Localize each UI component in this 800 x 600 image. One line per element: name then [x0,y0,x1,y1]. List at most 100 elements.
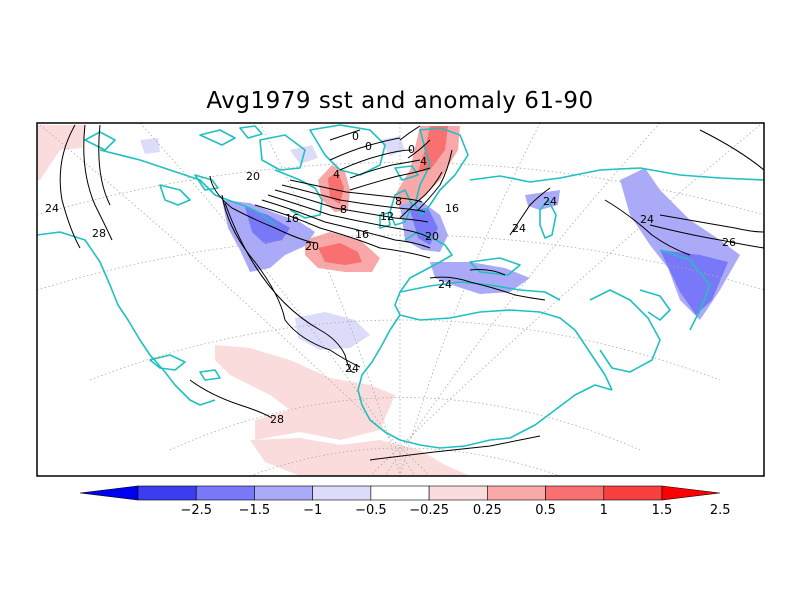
anomaly-neg-arabian-core [660,250,728,315]
contour-0-norway [399,125,421,141]
contour-24-west [59,124,81,249]
map-frame [36,122,765,477]
colorbar: −2.5 −1.5 −1 −0.5 −0.25 0.25 0.5 1 1.5 2.5 [79,485,731,518]
contour-label: 16 [285,212,299,225]
contour-4-norway [407,139,431,159]
labrador-coast [274,169,323,219]
anomaly-neg-north-europe-core [410,208,438,245]
contour-26-west [83,124,113,241]
contour-label: 4 [420,155,427,168]
colorbar-arrow-high [661,485,721,501]
colorbar-swatch [370,485,430,501]
africa-west [357,314,511,449]
caribbean [149,354,221,381]
contour-label: 26 [722,236,736,249]
contour-label-group: 24 28 20 0 0 4 0 4 8 12 16 20 16 8 16 20… [45,130,736,426]
colorbar-swatch [312,485,372,501]
contour-gulfstream-2 [261,199,431,249]
colorbar-swatch [545,485,605,501]
colorbar-swatch [195,485,255,501]
black-sea [469,257,521,276]
scandinavia [414,127,469,216]
caspian-sea [539,199,557,239]
contour-24-scand [509,187,551,236]
contour-label: 16 [355,228,369,241]
africa-east [509,384,613,439]
contour-26-east [649,224,764,249]
contour-north-1 [329,137,401,161]
contour-north-4 [349,167,431,191]
greenland [309,124,386,176]
colorbar-tick-label: −2.5 [180,503,212,518]
contour-gulfstream-4 [274,189,429,223]
contour-label: 28 [92,227,106,240]
asia-north [469,167,764,183]
contour-label: 8 [340,203,347,216]
contour-20-west [209,175,316,244]
contour-0-arctic [329,129,361,141]
africa-north [399,309,576,331]
contour-label: 28 [270,413,284,426]
contour-label: 8 [395,195,402,208]
contour-16-norway [417,149,453,211]
contour-label: 16 [445,202,459,215]
contour-label: 24 [345,362,359,375]
contour-north-3 [349,159,421,179]
contour-gulfstream-5 [281,184,426,213]
sst-contours [59,124,764,461]
coastlines [37,124,764,449]
colorbar-arrow-low [79,485,139,501]
great-lakes [159,174,219,206]
mediterranean [399,281,561,301]
colorbar-tick-label: −0.25 [409,503,449,518]
north-america-east-coast [37,231,216,406]
contour-upper-east [699,129,764,171]
british-isles [379,189,413,229]
contour-24-atlantic [221,194,361,368]
contour-label: 0 [408,143,415,156]
contour-label: 12 [380,210,394,223]
contour-label: 20 [425,230,439,243]
contour-28-west [98,124,111,206]
colorbar-tick-label: −0.5 [355,503,387,518]
anomaly-neg-mediterranean [430,262,530,294]
contour-24-med [429,276,546,301]
contour-label: 0 [365,140,372,153]
arabia [589,289,661,373]
anomaly-neg-newfoundland-core [245,207,290,244]
anomaly-neg-arctic-west [140,138,160,154]
persian-gulf [639,289,671,321]
contour-label: 20 [305,240,319,253]
north-america-north [99,149,276,226]
colorbar-tick-label: 2.5 [710,503,731,518]
europe-west [394,231,453,316]
colorbar-swatch [603,485,663,501]
anomaly-pos-norwegian-core [418,126,448,172]
contour-gulfstream-3 [267,194,431,239]
anomaly-pos-subtropical [215,345,395,440]
contour-label: 4 [333,168,340,181]
anomaly-pos-equatorial [250,438,470,476]
contour-label: 24 [543,195,557,208]
colorbar-tick-label: 0.25 [473,503,502,518]
colorbar-tick-label: 0.5 [535,503,556,518]
contour-24-lower [224,202,356,373]
contour-label: 24 [45,202,59,215]
colorbar-tick-label: −1 [303,503,322,518]
contour-label: 0 [352,130,359,143]
map-title: Avg1979 sst and anomaly 61-90 [206,88,594,114]
red-sea [574,329,613,391]
anomaly-shading [37,125,740,476]
colorbar-tick-label: −1.5 [239,503,271,518]
contour-12-europe [399,171,443,219]
contour-label: 24 [640,213,654,226]
colorbar-swatch [254,485,313,501]
contour-gulfstream-1 [254,204,431,259]
contour-equatorial [369,435,541,461]
contour-28-atlantic [189,379,273,419]
contour-label: 24 [438,278,452,291]
arctic-islands [84,125,263,151]
contour-label: 24 [512,222,526,235]
contour-gulfstream-6 [289,179,423,203]
colorbar-swatch [487,485,546,501]
